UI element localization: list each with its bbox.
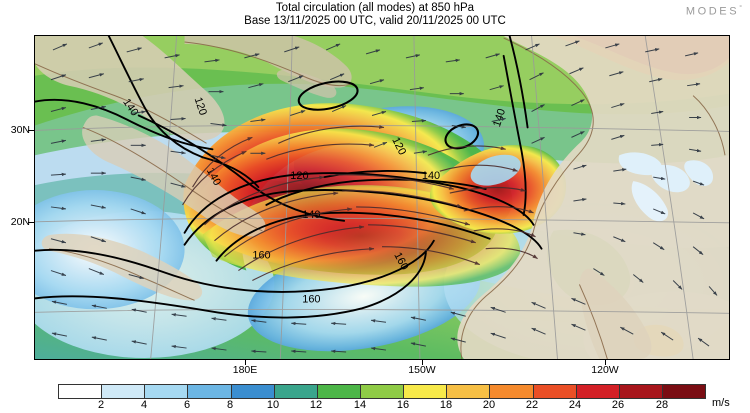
chart-subtitle: Base 13/11/2025 00 UTC, valid 20/11/2025… <box>244 15 506 27</box>
land-north-america <box>457 36 729 359</box>
x-tick-mark-180e <box>245 360 246 365</box>
colorbar-cell <box>317 385 361 398</box>
land-asia <box>35 36 225 141</box>
x-tick-mark-150w <box>422 360 423 365</box>
colorbar-tick: 10 <box>266 399 280 411</box>
colorbar-cell <box>188 385 232 398</box>
contour-160-upper <box>35 239 435 293</box>
colorbar-cell <box>231 385 275 398</box>
colorbar-unit-label: m/s <box>712 397 730 409</box>
map-plot-area: 120 120 120 140 140 140 140 140 160 160 … <box>34 35 730 360</box>
colorbar-cell <box>576 385 620 398</box>
modes-logo: MODES° <box>686 5 742 18</box>
colorbar-tick: 24 <box>568 399 582 411</box>
colorbar-cell <box>533 385 577 398</box>
colorbar-cell <box>662 385 706 398</box>
colorbar-tick-labels: 2 4 6 8 10 12 14 16 18 20 22 24 26 28 <box>58 399 706 413</box>
map-figure: 120 120 120 140 140 140 140 140 160 160 … <box>35 36 729 359</box>
colorbar-cell <box>360 385 405 398</box>
colorbar-tick: 8 <box>226 399 234 411</box>
colorbar-tick: 28 <box>655 399 669 411</box>
y-tick-label-20n: 20N <box>10 216 30 228</box>
x-tick-label-150w: 150W <box>408 364 436 376</box>
modes-logo-mark: ° <box>739 5 742 12</box>
colorbar-tick: 16 <box>396 399 410 411</box>
colorbar-tick: 14 <box>353 399 367 411</box>
y-tick-mark-30n <box>28 130 34 131</box>
contour-label-120c: 120 <box>290 170 308 182</box>
x-tick-mark-120w <box>605 360 606 365</box>
colorbar-tick: 18 <box>439 399 453 411</box>
colorbar-cell <box>404 385 448 398</box>
x-tick-label-120w: 120W <box>591 364 619 376</box>
colorbar-tick: 2 <box>97 399 105 411</box>
wind-vector-field <box>50 40 718 354</box>
x-tick-label-180e: 180E <box>232 364 258 376</box>
wind-vector-field-jet <box>182 125 538 281</box>
colorbar-tick: 22 <box>525 399 539 411</box>
colorbar-cell <box>102 385 146 398</box>
colorbar-cell <box>274 385 318 398</box>
map-canvas: 120 120 120 140 140 140 140 140 160 160 … <box>35 36 729 359</box>
contour-label-140d: 140 <box>491 107 508 128</box>
colorbar <box>58 384 706 399</box>
colorbar-cell <box>145 385 189 398</box>
colorbar-cell <box>447 385 491 398</box>
modes-logo-text: MODES <box>685 5 740 18</box>
contour-label-140c: 140 <box>422 170 440 182</box>
contour-140-nw <box>35 98 214 151</box>
colorbar-cell <box>490 385 534 398</box>
colorbar-tick: 6 <box>183 399 191 411</box>
colorbar-cell <box>619 385 663 398</box>
colorbar-tick: 26 <box>611 399 625 411</box>
contour-120-nw <box>107 36 204 159</box>
colorbar-cell <box>59 385 103 398</box>
chart-title-block: Total circulation (all modes) at 850 hPa… <box>0 2 750 28</box>
colorbar-tick: 20 <box>482 399 496 411</box>
y-tick-label-30n: 30N <box>10 124 30 136</box>
contour-label-120: 120 <box>192 96 209 117</box>
colorbar-tick: 4 <box>140 399 148 411</box>
y-tick-mark-20n <box>28 222 34 223</box>
contour-label-160c: 160 <box>302 293 320 305</box>
page-title: Total circulation (all modes) at 850 hPa <box>275 2 475 14</box>
contour-160-lower <box>35 251 427 319</box>
colorbar-tick: 12 <box>309 399 323 411</box>
contour-120-main <box>183 172 535 234</box>
